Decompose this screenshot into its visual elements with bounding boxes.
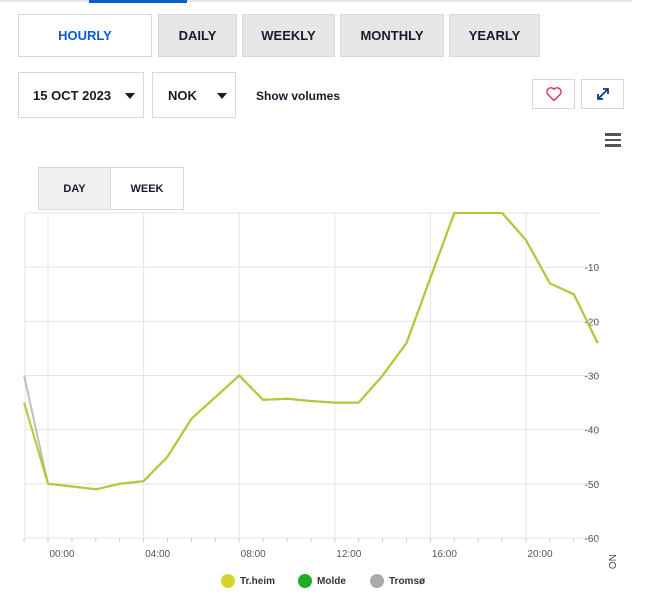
legend-item-tromso[interactable]: Tromsø bbox=[370, 574, 425, 588]
chevron-down-icon bbox=[125, 93, 135, 99]
date-select[interactable]: 15 OCT 2023 bbox=[18, 72, 144, 118]
currency-select-value: NOK bbox=[168, 87, 197, 103]
tab-weekly[interactable]: WEEKLY bbox=[242, 14, 335, 57]
y-tick-label: -60 bbox=[585, 534, 600, 545]
tab-hourly[interactable]: HOURLY bbox=[18, 14, 152, 57]
top-accent-bar bbox=[89, 0, 187, 3]
series-line-0 bbox=[23, 212, 599, 491]
favorite-button[interactable] bbox=[532, 79, 575, 109]
hamburger-menu-icon[interactable] bbox=[605, 133, 621, 147]
x-tick-label: 12:00 bbox=[336, 549, 361, 560]
range-day-button[interactable]: DAY bbox=[38, 167, 111, 210]
range-week-button[interactable]: WEEK bbox=[110, 167, 184, 210]
y-tick-label: -40 bbox=[585, 426, 600, 437]
tab-yearly[interactable]: YEARLY bbox=[449, 14, 540, 57]
legend-item-trheim[interactable]: Tr.heim bbox=[221, 574, 275, 588]
series-line-2 bbox=[23, 212, 599, 491]
y-tick-label: -20 bbox=[585, 317, 600, 328]
chevron-down-icon bbox=[217, 93, 227, 99]
x-tick-label: 16:00 bbox=[432, 549, 457, 560]
y-tick-label: -10 bbox=[585, 263, 600, 274]
fullscreen-button[interactable] bbox=[581, 79, 624, 109]
y-tick-label: -30 bbox=[585, 372, 600, 383]
legend-swatch bbox=[298, 574, 312, 588]
y-tick-label: -50 bbox=[585, 480, 600, 491]
legend-label: Tromsø bbox=[389, 575, 426, 587]
currency-select[interactable]: NOK bbox=[152, 72, 236, 118]
date-select-value: 15 OCT 2023 bbox=[33, 87, 112, 103]
series-line-1 bbox=[23, 212, 599, 491]
x-tick-label: 08:00 bbox=[241, 549, 266, 560]
legend-label: Tr.heim bbox=[240, 575, 276, 587]
x-tick-label: 04:00 bbox=[145, 549, 170, 560]
legend-label: Molde bbox=[317, 575, 346, 587]
legend-item-molde[interactable]: Molde bbox=[298, 574, 346, 588]
x-tick-label: 00:00 bbox=[49, 549, 74, 560]
expand-icon bbox=[596, 88, 609, 100]
x-tick-label: 20:00 bbox=[527, 549, 552, 560]
tab-monthly[interactable]: MONTHLY bbox=[340, 14, 444, 57]
legend-swatch bbox=[221, 574, 235, 588]
tab-daily[interactable]: DAILY bbox=[158, 14, 237, 57]
heart-icon bbox=[545, 87, 562, 102]
top-divider bbox=[0, 0, 632, 2]
y-axis-label: NOK/MWh bbox=[606, 554, 617, 570]
legend-swatch bbox=[370, 574, 384, 588]
price-chart: -10 -20 -30 -40 -50 -60 00:00 04:00 08:00 12:00 1… bbox=[23, 212, 617, 570]
show-volumes-toggle[interactable]: Show volumes bbox=[256, 89, 341, 103]
